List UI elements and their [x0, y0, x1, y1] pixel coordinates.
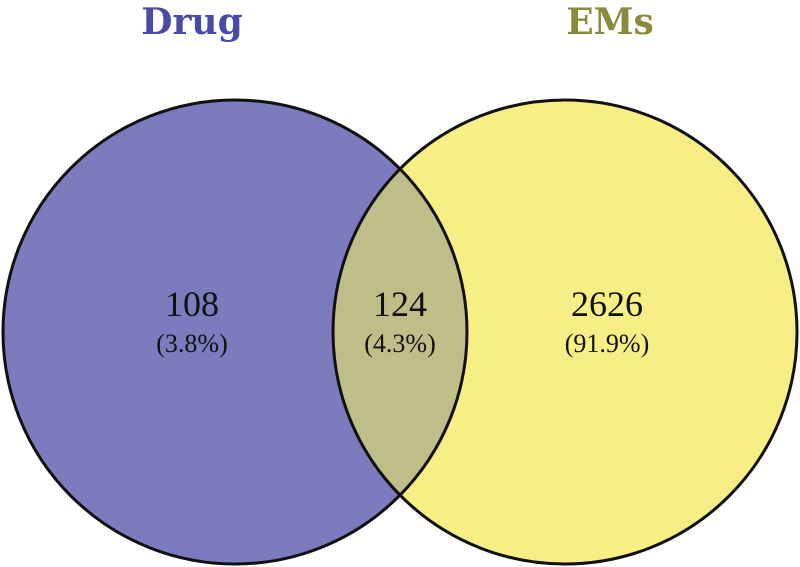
- ems-circle-outline: [331, 98, 799, 566]
- drug-circle: [3, 100, 467, 564]
- ems-only-percent: (91.9%): [565, 329, 649, 358]
- intersection-count: 124: [373, 284, 427, 324]
- set-label-ems: EMs: [566, 1, 654, 43]
- intersection-percent: (4.3%): [364, 329, 435, 358]
- drug-only-count: 108: [165, 284, 219, 324]
- ems-only-count: 2626: [571, 284, 643, 324]
- ems-circle: [333, 100, 797, 564]
- drug-circle-outline: [1, 98, 469, 566]
- set-label-drug: Drug: [141, 1, 243, 43]
- drug-only-percent: (3.8%): [156, 329, 227, 358]
